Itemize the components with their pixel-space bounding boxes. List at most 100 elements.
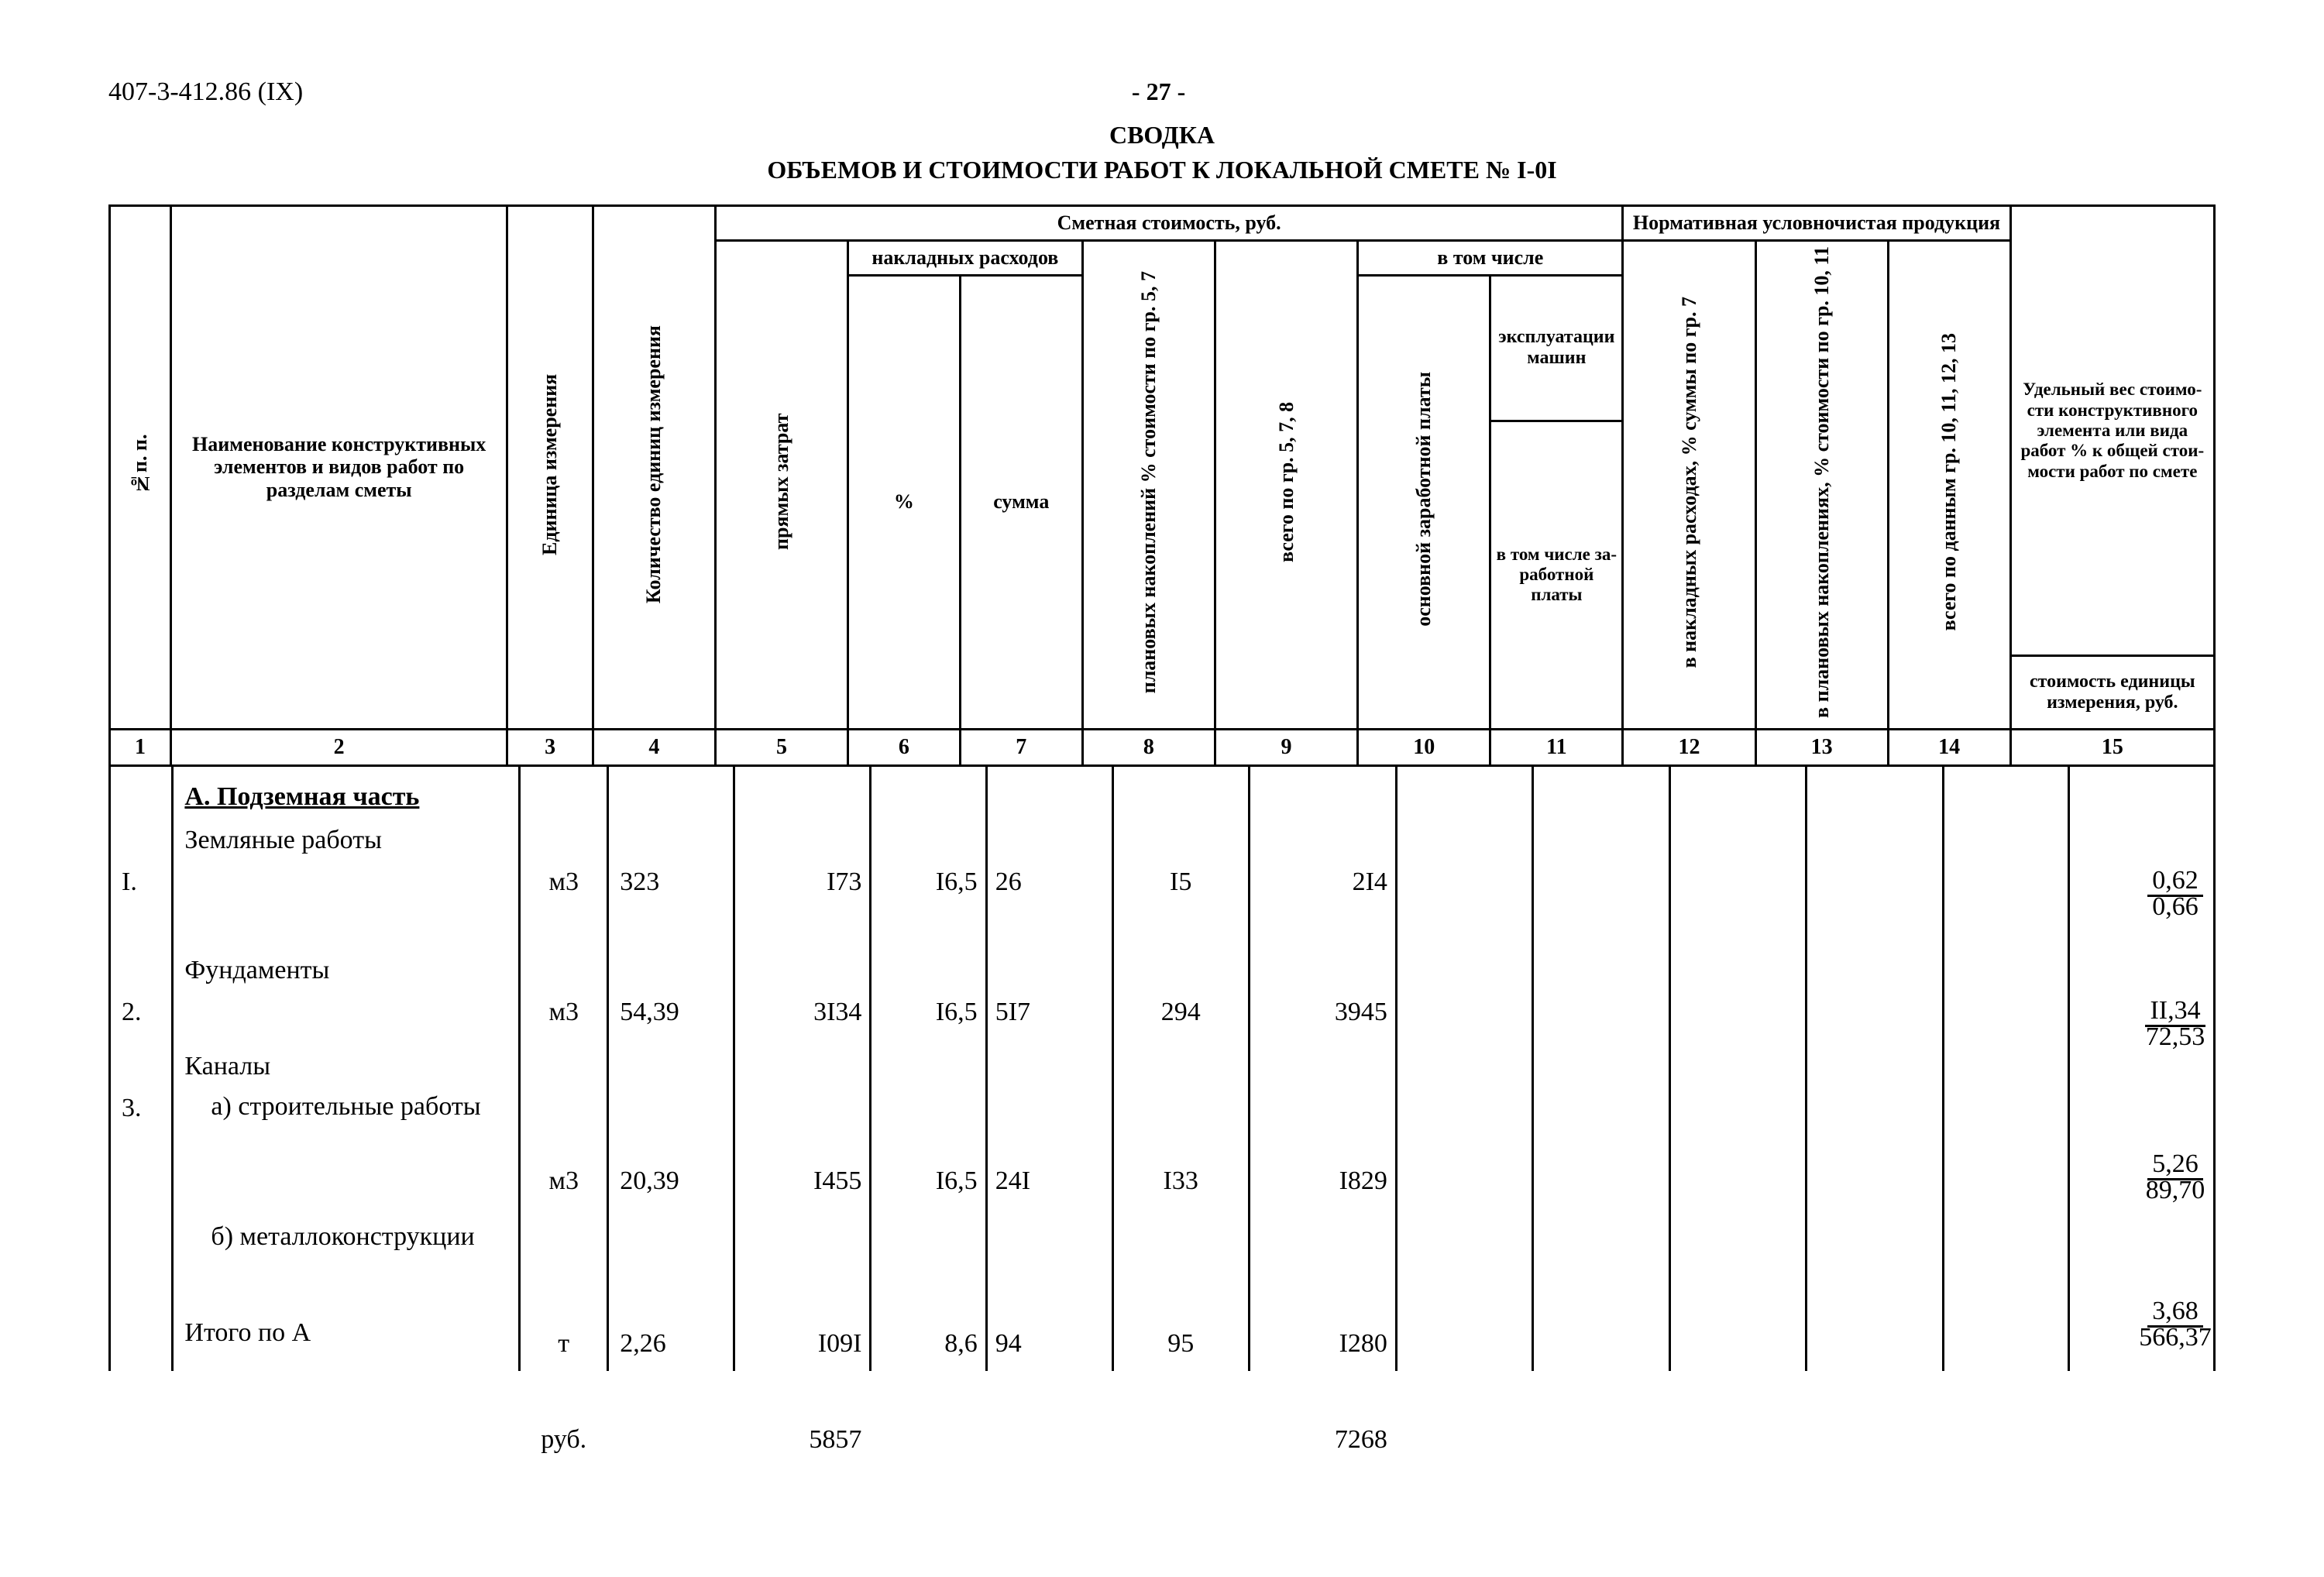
col-11-sub-header: в том числе за­работной платы: [1490, 421, 1623, 729]
incl-header: в том числе: [1358, 240, 1623, 275]
row-3b-c9: I280: [1258, 1297, 1387, 1394]
colnum-13: 13: [1755, 729, 1888, 765]
row-1-c7: 26: [995, 868, 1104, 933]
smet-group-header: Сметная стоимость, руб.: [715, 206, 1623, 241]
colnum-4: 4: [593, 729, 715, 765]
col-15-top-header: Удельный вес стоимо­сти конст­руктивного…: [2010, 206, 2214, 656]
row-2-c8: 294: [1122, 998, 1240, 1063]
row-3a-unit: м3: [528, 1134, 599, 1232]
row-3a-c7: 24I: [995, 1134, 1104, 1232]
row-1-frac: 0,620,66: [2147, 868, 2203, 920]
col-10-header: основной зара­ботной платы: [1412, 372, 1435, 627]
row-3b-c5: I09I: [743, 1297, 861, 1394]
row-1-qty: 323: [620, 868, 725, 933]
norm-group-header: Нормативная условно­чистая продукция: [1623, 206, 2010, 241]
row-1-c6: I6,5: [879, 868, 977, 933]
col-4-header: Количество единиц измерения: [642, 325, 665, 603]
row-3a-frac: 5,2689,70: [2141, 1151, 2210, 1204]
col-11-top-header: эксплуа­тации машин: [1490, 275, 1623, 421]
col-6-header: %: [848, 275, 961, 729]
col-14-header: всего по данным гр. 10, 11, 12, 13: [1937, 333, 1961, 630]
body-col-13: [1807, 767, 1944, 1371]
page-top-line: 407-3-412.86 (IX) - 27 -: [108, 77, 2216, 107]
body-col-3: м3 м3 м3 т руб.: [521, 767, 609, 1371]
colnum-1: 1: [110, 729, 171, 765]
col-9-header: всего по гр. 5, 7, 8: [1275, 373, 1298, 590]
row-2-unit: м3: [528, 998, 599, 1063]
body-col-15: 0,620,66 II,3472,53 5,2689,70 3,68566,37: [2070, 767, 2280, 1371]
row-1-c8: I5: [1122, 868, 1240, 933]
body-col-9: 2I4 3945 I829 I280 7268: [1250, 767, 1397, 1371]
colnum-10: 10: [1358, 729, 1490, 765]
row-3b-qty: 2,26: [620, 1297, 725, 1394]
row-3a-c6: I6,5: [879, 1134, 977, 1232]
row-3b-c8: 95: [1122, 1297, 1240, 1394]
row-3-num: 3.: [122, 1094, 163, 1126]
row-3a-name: а) строительные работы: [184, 1092, 511, 1157]
body-col-5: I73 3I34 I455 I09I 5857: [735, 767, 871, 1371]
colnum-11: 11: [1490, 729, 1623, 765]
col-2-header: Наименование конструктивных элементов и …: [170, 206, 507, 730]
row-3b-frac: 3,68566,37: [2134, 1298, 2216, 1351]
colnum-12: 12: [1623, 729, 1755, 765]
total-a-name: Итого по А: [184, 1318, 511, 1351]
column-number-row: 1 2 3 4 5 6 7 8 9 10 11 12 13 14 15: [110, 729, 2215, 765]
row-3a-c8: I33: [1122, 1134, 1240, 1232]
section-a-heading: А. Подземная часть: [184, 782, 511, 812]
row-3b-unit: т: [528, 1297, 599, 1394]
total-a-c9: 7268: [1258, 1425, 1387, 1458]
colnum-9: 9: [1215, 729, 1357, 765]
colnum-2: 2: [170, 729, 507, 765]
colnum-7: 7: [960, 729, 1082, 765]
row-1-num: I.: [122, 868, 163, 933]
body-col-6: I6,5 I6,5 I6,5 8,6: [871, 767, 987, 1371]
row-3b-c6: 8,6: [879, 1297, 977, 1394]
col-12-header: в накладных расхо­дах, % суммы по гр. 7: [1678, 297, 1701, 668]
colnum-8: 8: [1082, 729, 1215, 765]
summary-table-header: №п. п. Наименование конструктивных элеме…: [108, 204, 2216, 767]
row-1-name: Земляные рабо­ты: [184, 826, 511, 891]
row-3a-qty: 20,39: [620, 1134, 725, 1232]
body-col-12: [1671, 767, 1807, 1371]
body-col-1: I. 2. 3.: [111, 767, 174, 1371]
title-line-2: ОБЪЕМОВ И СТОИМОСТИ РАБОТ К ЛОКАЛЬНОЙ СМ…: [108, 156, 2216, 184]
col-13-header: в плановых накопле­ниях, % стоимости по …: [1810, 246, 1834, 718]
summary-table-body: I. 2. 3. А. Подземная часть Земляные раб…: [108, 767, 2216, 1371]
body-col-4: 323 54,39 20,39 2,26: [609, 767, 735, 1371]
col-5-header: прямых затрат: [770, 373, 793, 590]
col-7-header: сумма: [960, 275, 1082, 729]
row-2-qty: 54,39: [620, 998, 725, 1063]
body-col-11: [1534, 767, 1670, 1371]
colnum-5: 5: [715, 729, 847, 765]
row-3-name: Каналы: [184, 1052, 511, 1084]
row-2-c6: I6,5: [879, 998, 977, 1063]
body-col-8: I5 294 I33 95: [1114, 767, 1250, 1371]
page-number: - 27 -: [303, 77, 2014, 107]
row-2-c9: 3945: [1258, 998, 1387, 1063]
overhead-header: накладных расходов: [848, 240, 1083, 275]
col-3-header: Единица измерения: [538, 356, 562, 573]
row-3b-c7: 94: [995, 1297, 1104, 1394]
total-a-c5: 5857: [743, 1425, 861, 1458]
row-2-num: 2.: [122, 998, 163, 1063]
colnum-3: 3: [507, 729, 593, 765]
document-code: 407-3-412.86 (IX): [108, 77, 303, 107]
row-1-c5: I73: [743, 868, 861, 933]
title-line-1: СВОДКА: [108, 121, 2216, 149]
body-col-10: [1397, 767, 1534, 1371]
row-1-c9: 2I4: [1258, 868, 1387, 933]
row-2-name: Фундаменты: [184, 956, 511, 1021]
colnum-6: 6: [848, 729, 961, 765]
row-3b-name: б) металлокон­струкции: [184, 1222, 511, 1287]
body-col-2: А. Подземная часть Земляные рабо­ты Фунд…: [174, 767, 521, 1371]
row-2-c5: 3I34: [743, 998, 861, 1063]
col-15-bot-header: стоимость единицы измерения, руб.: [2010, 656, 2214, 729]
row-2-frac: II,3472,53: [2141, 998, 2210, 1050]
body-col-14: [1944, 767, 2071, 1371]
row-3a-c5: I455: [743, 1134, 861, 1232]
row-3a-c9: I829: [1258, 1134, 1387, 1232]
col-8-header: плановых накоплений % стоимости по гр. 5…: [1137, 271, 1160, 693]
total-a-unit: руб.: [528, 1425, 599, 1458]
colnum-15: 15: [2010, 729, 2214, 765]
row-1-unit: м3: [528, 868, 599, 933]
